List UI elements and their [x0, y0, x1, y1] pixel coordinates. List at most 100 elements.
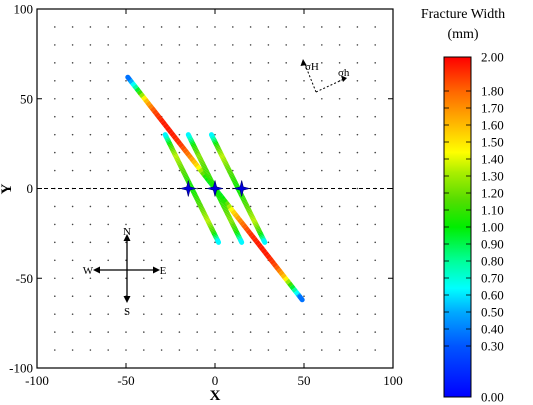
grid-dot	[54, 133, 56, 136]
fracture-segment	[245, 206, 251, 210]
grid-dot	[232, 313, 234, 315]
grid-dot	[285, 44, 288, 46]
stress-orientation: σH σh	[300, 59, 350, 93]
grid-dot	[71, 169, 74, 172]
grid-dot	[303, 133, 305, 136]
grid-dot	[374, 115, 377, 118]
fracture-segment	[203, 168, 209, 173]
grid-dot	[178, 223, 181, 226]
grid-dot	[285, 241, 288, 244]
fracture-segment	[233, 229, 239, 233]
grid-dot	[249, 26, 252, 28]
grid-dot	[89, 133, 92, 136]
grid-dot	[160, 241, 163, 244]
fracture-segment	[167, 128, 174, 135]
fracture-segment	[212, 233, 218, 237]
grid-dot	[178, 277, 181, 280]
grid-dot	[303, 331, 305, 333]
grid-dot	[232, 241, 234, 244]
fracture-segment	[234, 214, 241, 221]
fracture-segment	[234, 231, 240, 236]
grid-dot	[125, 26, 127, 28]
fracture-segment	[215, 238, 222, 245]
grid-dot	[125, 133, 127, 136]
fracture-segment	[254, 225, 260, 229]
grid-dot	[374, 277, 377, 280]
fracture-segment	[186, 134, 192, 139]
grid-dot	[249, 259, 252, 262]
fracture-segment	[251, 218, 257, 222]
fracture-segment	[193, 161, 200, 168]
grid-dot	[321, 313, 323, 315]
fracture-segment	[219, 155, 226, 159]
fracture-segment	[160, 120, 167, 127]
fracture-segment	[276, 267, 283, 274]
fracture-segment	[209, 227, 215, 232]
fracture-segment	[241, 199, 248, 204]
grid-dot	[178, 349, 181, 351]
grid-dot	[338, 151, 341, 154]
fracture-segment	[182, 173, 189, 178]
grid-dot	[160, 169, 163, 172]
grid-dot	[178, 241, 181, 244]
grid-dot	[160, 223, 163, 226]
grid-dot	[214, 349, 216, 351]
fracture-segment	[205, 172, 211, 177]
grid-dot	[160, 331, 163, 333]
grid-dot	[285, 169, 288, 172]
fracture-segment	[261, 238, 268, 245]
fracture-segment	[189, 140, 195, 144]
fracture-segment	[240, 196, 246, 201]
grid-dot	[374, 241, 377, 244]
fracture-segment	[293, 289, 300, 296]
grid-dot	[249, 313, 252, 315]
fracture-segment	[220, 156, 226, 160]
fracture-segment	[265, 253, 272, 260]
grid-dot	[54, 26, 56, 28]
grid-dot	[285, 26, 288, 28]
fracture-segment	[196, 153, 202, 158]
grid-dot	[89, 313, 92, 315]
grid-dot	[303, 349, 305, 351]
colorbar-ticks: 2.00 1.80 1.70 1.60 1.50 1.40 1.30 1.20 1.10 1.00…	[444, 50, 504, 405]
fracture-segment	[185, 132, 192, 139]
fracture-segment	[253, 222, 259, 226]
fracture-segment	[190, 190, 197, 194]
fracture-segment	[202, 173, 209, 179]
fracture-segment	[182, 148, 189, 154]
grid-dot	[178, 313, 181, 315]
fracture-segment	[228, 218, 234, 222]
fracture-segment	[241, 223, 248, 229]
grid-dot	[196, 259, 198, 262]
grid-dot	[89, 80, 92, 82]
fracture-segment	[188, 138, 194, 143]
grid-dot	[214, 115, 216, 118]
grid-dot	[89, 62, 92, 64]
grid-dot	[374, 62, 377, 64]
grid-dot	[232, 133, 234, 136]
grid-dot	[71, 223, 74, 226]
fracture-segment	[174, 157, 181, 162]
grid-dot	[232, 169, 234, 172]
fracture-segment	[174, 156, 180, 160]
grid-dot	[196, 295, 198, 298]
fracture-segment	[215, 147, 222, 151]
fracture-segment	[245, 228, 252, 235]
fracture-segment	[200, 210, 207, 214]
grid-dot	[143, 62, 145, 64]
grid-dot	[125, 223, 127, 226]
x-axis-ticks: -100 -50 0 50 100	[25, 9, 403, 388]
fracture-segment	[244, 204, 250, 209]
fracture-segment	[201, 164, 207, 169]
fracture-segment	[198, 206, 205, 210]
fracture-segment	[177, 163, 183, 167]
grid-dot	[178, 295, 181, 298]
grid-dot	[125, 313, 127, 315]
fracture-segment	[212, 140, 218, 144]
fracture-segment	[216, 195, 222, 200]
grid-dot	[232, 151, 234, 154]
grid-dot	[321, 223, 323, 226]
fracture-segment	[249, 214, 255, 218]
grid-dot	[249, 62, 252, 64]
grid-dot	[285, 80, 288, 82]
